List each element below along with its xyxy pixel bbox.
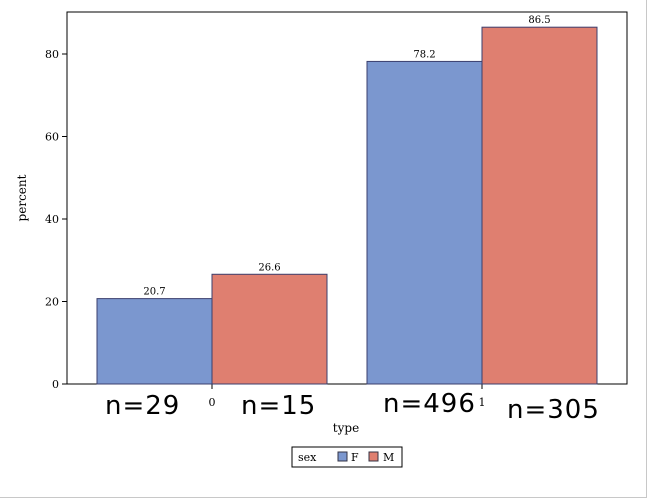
- bar-m-0: [211, 273, 328, 385]
- y-tick-label: 20: [45, 296, 59, 309]
- y-tick-label: 60: [45, 131, 59, 144]
- legend-swatch-f: [337, 451, 348, 462]
- data-label: 78.2: [413, 49, 435, 60]
- x-axis-title: type: [333, 421, 359, 435]
- bar-m-1: [481, 26, 598, 385]
- data-labels: 20.7 78.2 26.6 86.5: [143, 15, 550, 297]
- bars: [96, 26, 598, 385]
- data-label: 86.5: [528, 15, 550, 26]
- annotation-n-type0-f: n=29: [105, 391, 180, 421]
- x-tick-label: 1: [479, 396, 486, 409]
- legend-label-f: F: [351, 451, 359, 464]
- legend-label-m: M: [383, 451, 394, 464]
- x-tick-label: 0: [209, 396, 216, 409]
- annotation-n-type0-m: n=15: [241, 391, 316, 421]
- data-label: 20.7: [143, 287, 165, 298]
- y-tick-label: 80: [45, 48, 59, 61]
- legend-swatch-m: [368, 451, 379, 462]
- legend-title: sex: [298, 451, 317, 464]
- y-axis: 0 20 40 60 80: [45, 48, 67, 391]
- plot-area: [66, 11, 628, 385]
- legend: sex F M: [291, 446, 403, 468]
- y-axis-title: percent: [15, 174, 29, 221]
- bar-f-0: [96, 298, 213, 385]
- data-label: 26.6: [258, 262, 280, 273]
- y-tick-label: 40: [45, 213, 59, 226]
- y-tick-label: 0: [52, 378, 59, 391]
- bar-f-1: [366, 60, 483, 385]
- annotation-n-type1-f: n=496: [383, 389, 476, 419]
- annotation-n-type1-m: n=305: [507, 395, 600, 425]
